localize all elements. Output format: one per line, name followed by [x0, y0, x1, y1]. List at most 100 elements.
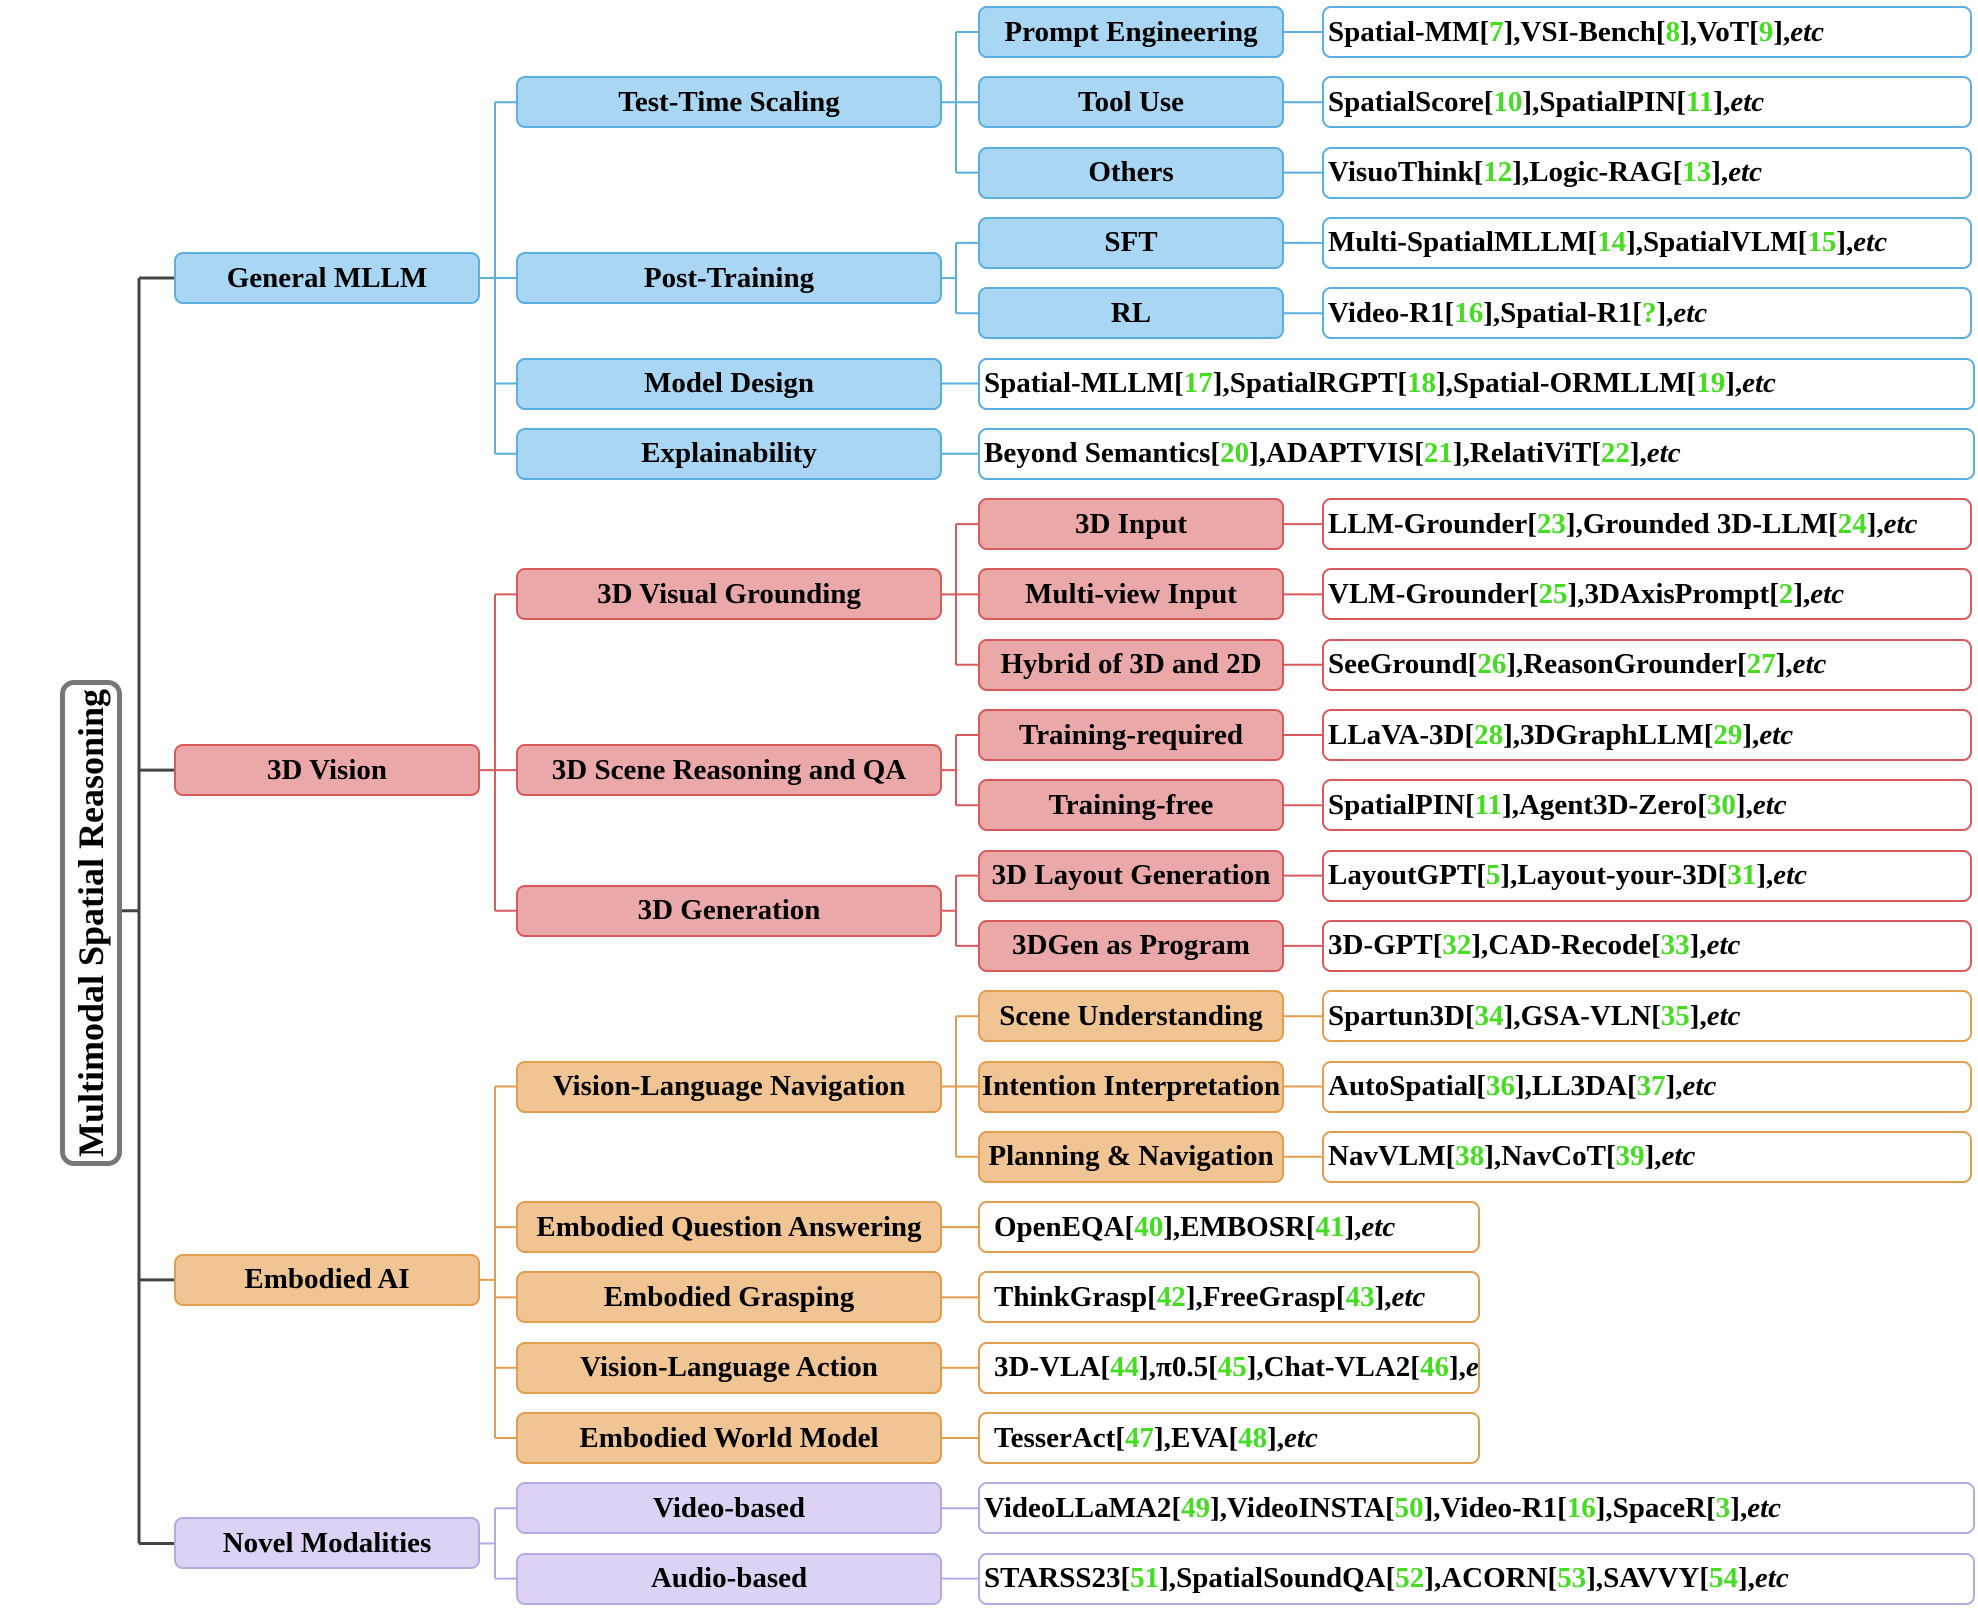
citation-number: 49: [1181, 1491, 1211, 1524]
citation-number: 48: [1238, 1421, 1268, 1454]
etc-label: etc: [1361, 1210, 1396, 1243]
citation-number: 7: [1489, 15, 1504, 48]
reference-box: VLM-Grounder [25], 3DAxisPrompt [2], etc: [1322, 568, 1972, 621]
method-node-label: SFT: [1104, 226, 1158, 259]
reference-box: Spatial-MLLM [17], SpatialRGPT [18], Spa…: [978, 357, 1975, 410]
subcategory-node: Embodied Grasping: [516, 1271, 942, 1324]
citation-number: 45: [1217, 1351, 1247, 1384]
paper-name: Logic-RAG: [1529, 156, 1673, 189]
citation-number: 42: [1156, 1280, 1186, 1313]
method-node: 3D Layout Generation: [978, 849, 1284, 902]
citation-number: 12: [1483, 156, 1513, 189]
reference-box: SeeGround [26], ReasonGrounder [27], etc: [1322, 638, 1972, 691]
paper-name: Multi-SpatialMLLM: [1328, 226, 1588, 259]
paper-name: ThinkGrasp: [994, 1280, 1148, 1313]
category-node: Novel Modalities: [174, 1517, 480, 1570]
etc-label: etc: [1465, 1351, 1479, 1384]
citation-number: 2: [1778, 577, 1794, 610]
etc-label: etc: [1752, 788, 1787, 821]
subcategory-node-label: Model Design: [644, 367, 814, 399]
paper-name: CAD-Recode: [1488, 929, 1651, 962]
etc-label: etc: [1706, 929, 1741, 962]
paper-name: Video-R1: [1440, 1491, 1558, 1524]
subcategory-node: Test-Time Scaling: [516, 76, 942, 129]
etc-label: etc: [1792, 648, 1827, 681]
method-node: Hybrid of 3D and 2D: [978, 638, 1284, 691]
paper-name: EMBOSR: [1180, 1210, 1306, 1243]
reference-box: STARSS23 [51], SpatialSoundQA [52], ACOR…: [978, 1552, 1975, 1605]
citation-number: 32: [1442, 929, 1472, 962]
category-node: General MLLM: [174, 252, 480, 305]
paper-name: NavVLM: [1328, 1140, 1446, 1173]
subcategory-node-label: Audio-based: [650, 1562, 808, 1595]
citation-number: 30: [1706, 788, 1736, 821]
citation-number: 8: [1665, 15, 1681, 48]
paper-name: VoT: [1696, 15, 1750, 48]
citation-number: 43: [1345, 1280, 1375, 1313]
citation-number: 11: [1686, 85, 1714, 118]
method-node-label: Multi-view Input: [1025, 577, 1237, 610]
paper-name: RelatiViT: [1469, 437, 1592, 470]
paper-name: VideoINSTA: [1227, 1491, 1385, 1524]
reference-box: 3D-GPT [32], CAD-Recode [33], etc: [1322, 919, 1972, 972]
paper-name: SpatialPIN: [1328, 788, 1465, 821]
subcategory-node-label: Post-Training: [643, 261, 815, 294]
citation-number: 17: [1183, 367, 1213, 399]
reference-box: OpenEQA [40], EMBOSR [41], etc: [978, 1201, 1480, 1254]
method-node: Intention Interpretation: [978, 1060, 1284, 1113]
paper-name: SpatialSoundQA: [1176, 1562, 1386, 1595]
citation-number: 24: [1837, 507, 1867, 540]
subcategory-node-label: 3D Generation: [637, 894, 821, 927]
method-node: Scene Understanding: [978, 990, 1284, 1043]
root-node: Multimodal Spatial Reasoning: [60, 680, 122, 1166]
method-node-label: Scene Understanding: [999, 999, 1263, 1032]
citation-number: 5: [1485, 859, 1501, 892]
paper-name: Chat-VLA2: [1263, 1351, 1411, 1384]
reference-box: LLM-Grounder [23], Grounded 3D-LLM [24],…: [1322, 498, 1972, 551]
subcategory-node: Embodied World Model: [516, 1412, 942, 1464]
method-node: Training-required: [978, 709, 1284, 761]
subcategory-node: Vision-Language Action: [516, 1341, 942, 1394]
paper-name: π0.5: [1155, 1351, 1209, 1384]
paper-name: SpatialRGPT: [1229, 367, 1398, 399]
paper-name: Spatial-ORMLLM: [1452, 367, 1687, 399]
etc-label: etc: [1673, 296, 1708, 329]
subcategory-node: Model Design: [516, 357, 942, 410]
citation-number: 10: [1493, 85, 1523, 118]
etc-label: etc: [1646, 437, 1681, 470]
citation-number: 44: [1110, 1351, 1140, 1384]
paper-name: ADAPTVIS: [1265, 437, 1415, 470]
citation-number: ?: [1641, 296, 1657, 329]
category-node-label: 3D Vision: [266, 753, 388, 786]
subcategory-node-label: Video-based: [653, 1491, 805, 1524]
etc-label: etc: [1391, 1280, 1426, 1313]
subcategory-node: Explainability: [516, 427, 942, 480]
paper-name: Spatial-R1: [1500, 296, 1633, 329]
subcategory-node: 3D Visual Grounding: [516, 568, 942, 621]
method-node: Prompt Engineering: [978, 6, 1284, 58]
subcategory-node: Vision-Language Navigation: [516, 1060, 942, 1113]
citation-number: 27: [1746, 648, 1776, 681]
etc-label: etc: [1790, 15, 1825, 48]
citation-number: 26: [1477, 648, 1507, 681]
citation-number: 39: [1615, 1140, 1645, 1173]
paper-name: Agent3D-Zero: [1518, 788, 1698, 821]
subcategory-node: Video-based: [516, 1482, 942, 1535]
reference-box: LLaVA-3D [28], 3DGraphLLM [29], etc: [1322, 709, 1972, 761]
paper-name: ReasonGrounder: [1523, 648, 1738, 681]
citation-number: 9: [1758, 15, 1774, 48]
citation-number: 21: [1423, 437, 1453, 470]
subcategory-node: 3D Generation: [516, 884, 942, 937]
method-node-label: Intention Interpretation: [981, 1070, 1281, 1102]
etc-label: etc: [1706, 999, 1741, 1032]
paper-name: Spatial-MM: [1328, 15, 1480, 48]
citation-number: 11: [1474, 788, 1503, 821]
reference-box: Spartun3D [34], GSA-VLN [35], etc: [1322, 990, 1972, 1043]
citation-number: 47: [1125, 1421, 1155, 1454]
citation-number: 18: [1406, 367, 1436, 399]
subcategory-node-label: 3D Scene Reasoning and QA: [551, 753, 907, 786]
citation-number: 16: [1566, 1491, 1596, 1524]
subcategory-node-label: Embodied Grasping: [603, 1280, 855, 1313]
paper-name: SpatialScore: [1328, 85, 1484, 118]
